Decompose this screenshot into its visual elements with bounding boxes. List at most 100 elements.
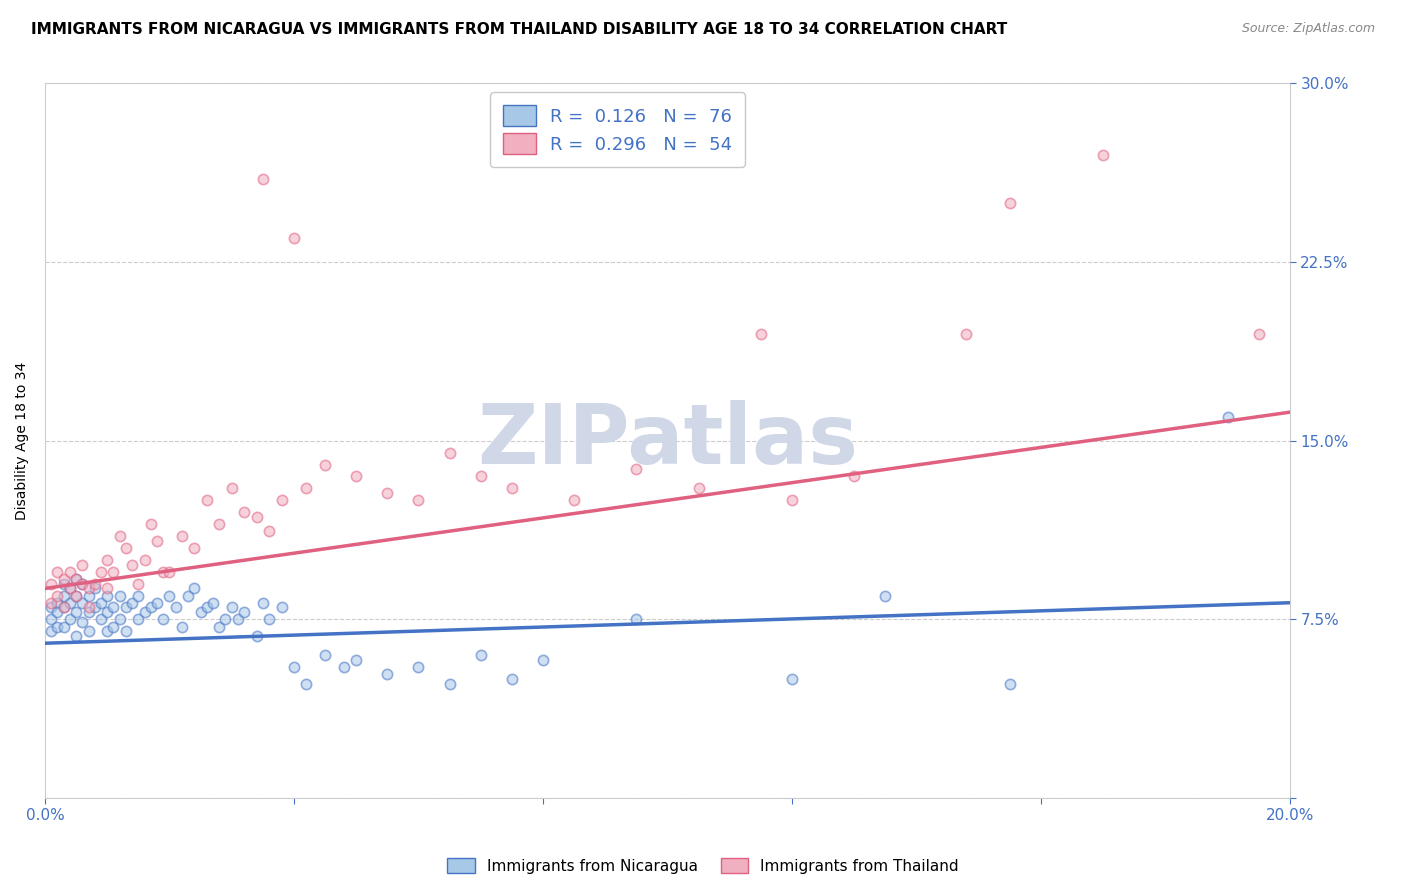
Point [121, 596, 143, 610]
Point [146, 533, 169, 548]
Point [408, 493, 430, 508]
Point [108, 612, 131, 626]
Point [955, 326, 977, 341]
Point [52, 600, 75, 615]
Point [375, 667, 398, 681]
Point [39, 600, 62, 615]
Point [439, 445, 461, 459]
Point [562, 493, 585, 508]
Point [52, 589, 75, 603]
Point [295, 677, 318, 691]
Point [46, 619, 69, 633]
Point [375, 486, 398, 500]
Point [344, 653, 367, 667]
Point [65, 572, 87, 586]
Point [65, 605, 87, 619]
Point [46, 565, 69, 579]
Point [1092, 148, 1115, 162]
Point [65, 572, 87, 586]
Point [108, 529, 131, 543]
Legend: Immigrants from Nicaragua, Immigrants from Thailand: Immigrants from Nicaragua, Immigrants fr… [441, 852, 965, 880]
Point [77, 605, 100, 619]
Point [221, 600, 243, 615]
Point [39, 612, 62, 626]
Point [177, 589, 200, 603]
Point [233, 605, 256, 619]
Point [65, 629, 87, 643]
Point [332, 660, 354, 674]
Point [344, 469, 367, 483]
Point [246, 510, 269, 524]
Point [252, 171, 274, 186]
Point [1216, 409, 1239, 424]
Point [59, 582, 82, 596]
Point [127, 589, 149, 603]
Point [121, 558, 143, 572]
Text: IMMIGRANTS FROM NICARAGUA VS IMMIGRANTS FROM THAILAND DISABILITY AGE 18 TO 34 CO: IMMIGRANTS FROM NICARAGUA VS IMMIGRANTS … [31, 22, 1007, 37]
Point [96, 624, 118, 639]
Point [202, 596, 225, 610]
Point [875, 589, 897, 603]
Point [844, 469, 866, 483]
Point [59, 596, 82, 610]
Point [139, 600, 162, 615]
Point [501, 482, 523, 496]
Point [233, 505, 256, 519]
Point [46, 605, 69, 619]
Point [183, 582, 205, 596]
Point [170, 529, 193, 543]
Point [96, 553, 118, 567]
Point [72, 576, 94, 591]
Y-axis label: Disability Age 18 to 34: Disability Age 18 to 34 [15, 361, 30, 520]
Point [127, 576, 149, 591]
Point [90, 565, 112, 579]
Point [190, 605, 212, 619]
Point [72, 615, 94, 629]
Point [998, 677, 1021, 691]
Point [39, 576, 62, 591]
Point [688, 482, 710, 496]
Point [77, 589, 100, 603]
Point [146, 596, 169, 610]
Point [159, 565, 181, 579]
Point [72, 576, 94, 591]
Text: ZIPatlas: ZIPatlas [477, 401, 858, 482]
Point [214, 612, 236, 626]
Point [246, 629, 269, 643]
Point [439, 677, 461, 691]
Point [65, 589, 87, 603]
Point [83, 582, 105, 596]
Point [208, 517, 231, 532]
Point [257, 612, 280, 626]
Point [52, 572, 75, 586]
Point [1247, 326, 1270, 341]
Point [257, 524, 280, 539]
Point [531, 653, 554, 667]
Point [46, 589, 69, 603]
Point [252, 596, 274, 610]
Point [134, 553, 156, 567]
Point [470, 469, 492, 483]
Point [195, 600, 218, 615]
Point [780, 493, 803, 508]
Point [39, 624, 62, 639]
Point [283, 231, 305, 245]
Point [165, 600, 187, 615]
Point [83, 600, 105, 615]
Point [72, 558, 94, 572]
Point [72, 596, 94, 610]
Point [170, 619, 193, 633]
Point [115, 541, 138, 555]
Point [208, 619, 231, 633]
Point [77, 600, 100, 615]
Point [314, 648, 336, 662]
Point [115, 600, 138, 615]
Point [221, 482, 243, 496]
Point [152, 565, 174, 579]
Point [270, 600, 292, 615]
Point [96, 589, 118, 603]
Point [115, 624, 138, 639]
Point [83, 576, 105, 591]
Point [152, 612, 174, 626]
Point [90, 612, 112, 626]
